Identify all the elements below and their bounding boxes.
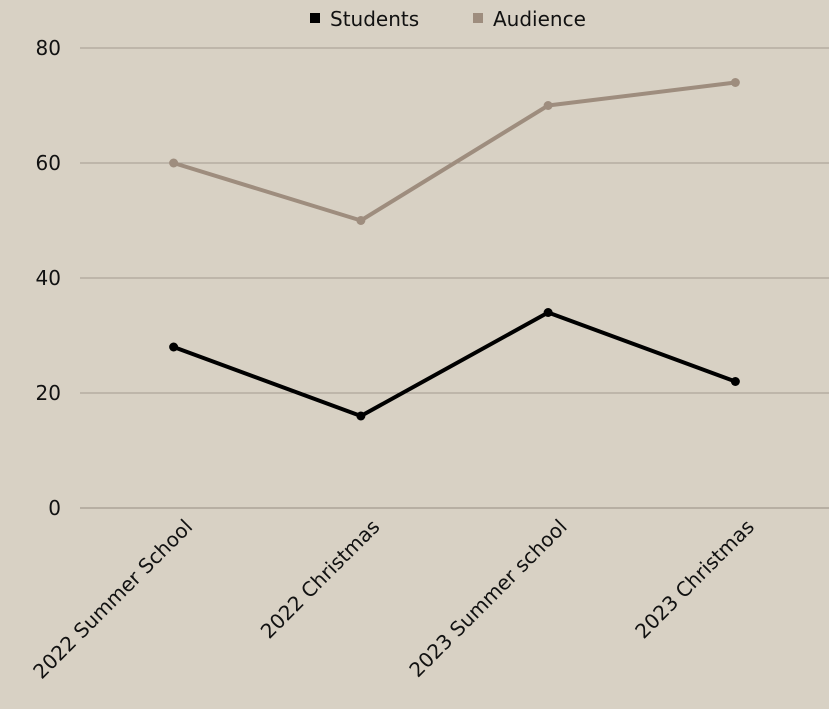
y-axis-ticks: 0 20 40 60 80 [36, 36, 61, 520]
x-axis-ticks: 2022 Summer School 2022 Christmas 2023 Sum… [28, 515, 759, 684]
data-point-audience [730, 78, 740, 87]
series-lines [169, 78, 740, 421]
gridlines [80, 47, 829, 509]
x-tick-label: 2023 Christmas [630, 515, 759, 644]
data-point-audience [169, 158, 179, 168]
y-tick-label: 40 [36, 266, 61, 290]
y-tick-label: 60 [36, 151, 61, 175]
legend-swatch [310, 13, 320, 23]
y-tick-label: 80 [36, 36, 61, 60]
legend-label: Audience [493, 7, 586, 31]
data-point-students [356, 411, 366, 421]
x-tick-label: 2022 Summer School [28, 515, 197, 684]
x-tick-label: 2022 Christmas [256, 515, 385, 644]
data-point-students [730, 377, 740, 386]
data-point-audience [356, 216, 366, 225]
legend-label: Students [330, 7, 419, 31]
series-line-students [171, 310, 738, 418]
data-point-students [169, 342, 179, 352]
data-point-audience [543, 101, 553, 110]
series-line-audience [171, 80, 738, 223]
y-tick-label: 20 [36, 381, 61, 405]
legend: Students Audience [310, 7, 586, 31]
x-tick-label: 2023 Summer school [404, 515, 571, 682]
data-point-students [543, 308, 553, 317]
y-tick-label: 0 [48, 496, 61, 520]
legend-swatch [473, 13, 483, 23]
